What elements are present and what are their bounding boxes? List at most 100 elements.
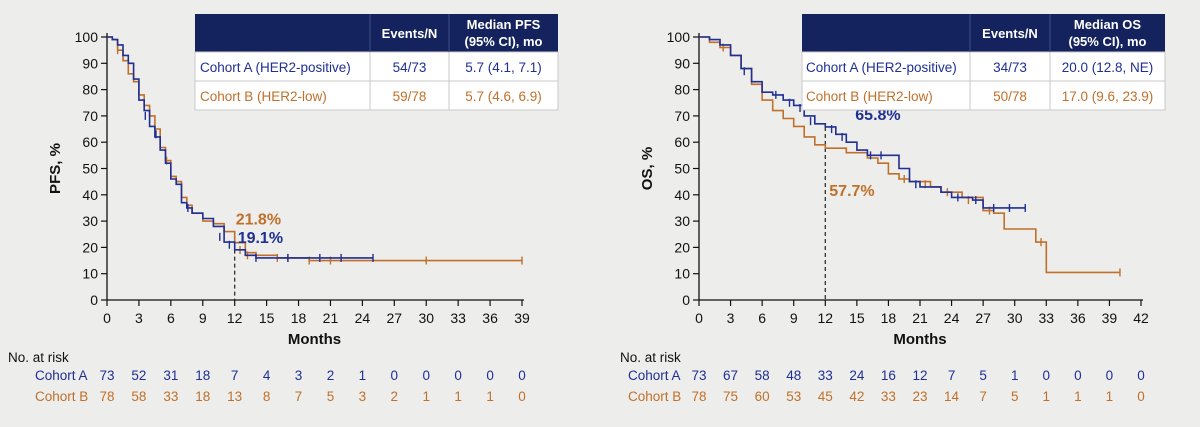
y-tick-label: 80 [82,82,98,98]
risk-row-label: Cohort B [628,389,681,404]
os-risk-table: No. at risk Cohort A 73 67 58 48 33 24 16 12 7 5 1 0… [620,350,1145,404]
risk-count: 7 [295,389,303,404]
km-curve-cohort-a [107,36,373,259]
risk-count: 33 [881,389,896,404]
risk-count: 23 [912,389,927,404]
risk-count: 12 [912,368,927,383]
risk-count: 0 [422,368,430,383]
x-tick-label: 3 [727,310,735,326]
x-tick-label: 18 [881,310,897,326]
y-tick-label: 60 [82,134,98,150]
risk-count: 8 [263,389,271,404]
risk-row-label: Cohort A [35,368,88,383]
x-tick-label: 9 [199,310,207,326]
risk-count: 0 [1106,368,1114,383]
y-tick-label: 50 [82,161,98,177]
table-median-cell: 17.0 (9.6, 23.9) [1062,89,1154,104]
x-tick-label: 24 [355,310,371,326]
y-tick-label: 80 [674,82,690,98]
risk-count: 7 [979,389,987,404]
risk-count: 0 [518,368,526,383]
risk-count: 0 [1043,368,1051,383]
x-tick-label: 9 [790,310,798,326]
x-tick-label: 27 [975,310,991,326]
x-tick-label: 6 [167,310,175,326]
y-tick-label: 0 [682,292,690,308]
x-tick-label: 36 [482,310,498,326]
table-median-cell: 5.7 (4.1, 7.1) [465,60,542,75]
x-tick-label: 0 [695,310,703,326]
risk-count: 1 [1074,389,1082,404]
risk-count: 78 [691,389,706,404]
x-tick-label: 21 [323,310,339,326]
x-tick-label: 33 [450,310,466,326]
x-tick-label: 39 [514,310,530,326]
table-header-cell: Median OS [1074,17,1142,32]
risk-count: 73 [691,368,706,383]
x-axis-label: Months [893,331,946,348]
y-tick-label: 0 [90,292,98,308]
risk-count: 7 [231,368,239,383]
km-curve-cohort-a [699,36,1026,209]
risk-count: 67 [723,368,738,383]
table-header-cell: (95% CI), mo [464,34,542,49]
table-row-label: Cohort A (HER2-positive) [806,60,957,75]
y-axis-label: PFS, % [47,143,64,194]
risk-count: 24 [849,368,865,383]
table-median-cell: 5.7 (4.6, 6.9) [465,89,542,104]
risk-row-label: Cohort A [628,368,681,383]
table-header-cell: Events/N [982,26,1038,41]
x-tick-label: 3 [135,310,143,326]
pfs-risk-table: No. at risk Cohort A 73 52 31 18 7 4 3 2 1 0 0 0 0 0Co… [8,350,526,404]
risk-count: 0 [1137,368,1145,383]
x-tick-label: 33 [1038,310,1054,326]
x-tick-label: 15 [849,310,865,326]
table-events-cell: 50/78 [993,89,1027,104]
risk-count: 1 [1106,389,1114,404]
risk-count: 42 [849,389,864,404]
risk-count: 53 [786,389,801,404]
table-events-cell: 59/78 [393,89,427,104]
risk-count: 3 [359,389,367,404]
table-row-label: Cohort B (HER2-low) [200,89,327,104]
x-tick-label: 27 [387,310,403,326]
y-tick-label: 50 [674,161,690,177]
table-header-bg [802,14,1165,52]
risk-count: 0 [486,368,494,383]
y-tick-label: 90 [82,55,98,71]
x-tick-label: 12 [227,310,243,326]
x-tick-label: 30 [418,310,434,326]
risk-count: 4 [263,368,271,383]
table-row-label: Cohort B (HER2-low) [806,89,933,104]
risk-count: 73 [99,368,114,383]
risk-count: 1 [1043,389,1051,404]
x-tick-label: 21 [912,310,928,326]
y-tick-label: 70 [674,108,690,124]
risk-count: 7 [948,368,956,383]
y-axis-label: OS, % [639,147,656,190]
risk-count: 1 [486,389,494,404]
risk-count: 2 [391,389,399,404]
y-tick-label: 40 [674,187,690,203]
risk-count: 3 [295,368,303,383]
x-tick-label: 15 [259,310,275,326]
table-median-cell: 20.0 (12.8, NE) [1062,60,1154,75]
y-tick-label: 20 [82,239,98,255]
landmark-annotation-a: 65.8% [855,107,900,124]
risk-count: 75 [723,389,738,404]
landmark-annotation-b: 21.8% [236,212,281,229]
landmark-annotation-b: 57.7% [829,183,874,200]
y-tick-label: 30 [674,213,690,229]
y-tick-label: 90 [674,55,690,71]
risk-count: 16 [881,368,896,383]
risk-count: 0 [454,368,462,383]
x-tick-label: 18 [291,310,307,326]
risk-table-title: No. at risk [8,350,69,365]
y-tick-label: 100 [667,29,691,45]
risk-count: 31 [163,368,178,383]
landmark-annotation-a: 19.1% [238,230,283,247]
risk-count: 45 [818,389,833,404]
risk-table-title: No. at risk [620,350,681,365]
